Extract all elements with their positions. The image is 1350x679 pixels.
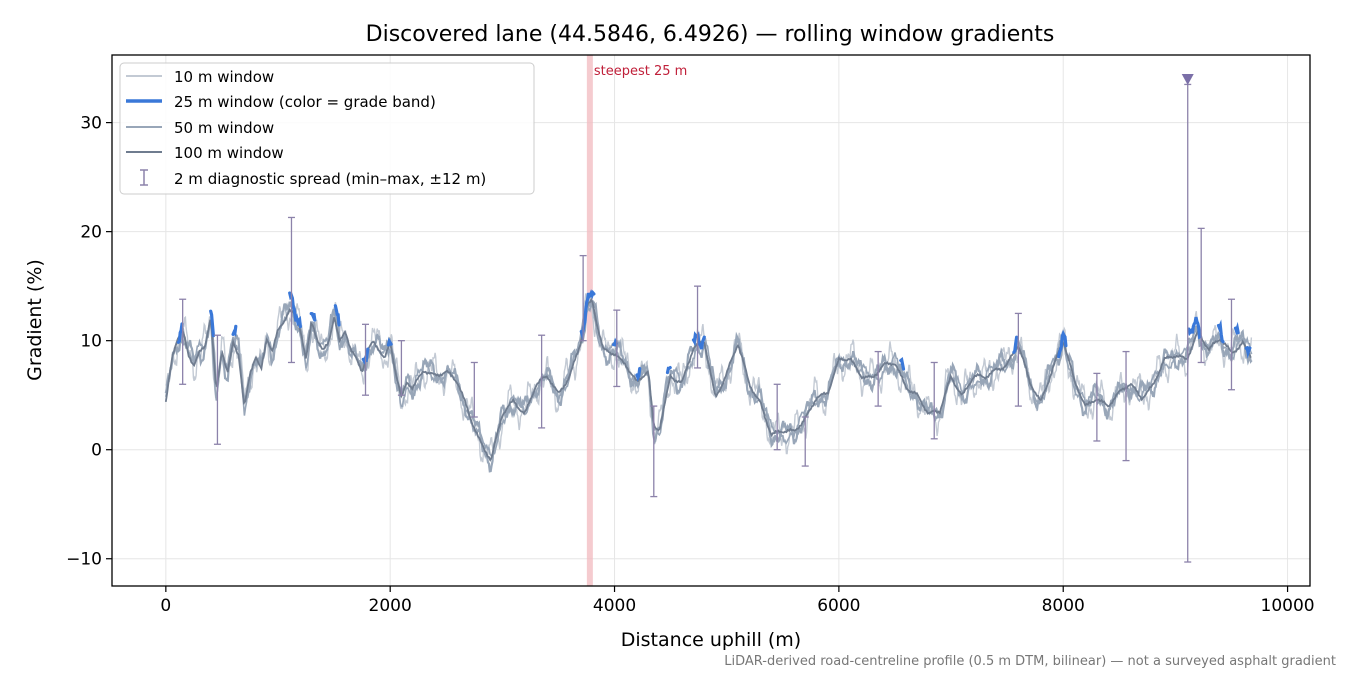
diagnostic-errorbar <box>801 416 809 467</box>
diagnostic-errorbar <box>470 361 478 418</box>
diagnostic-errorbar <box>287 216 295 364</box>
diagnostic-errorbar <box>1014 312 1022 407</box>
grade-band-highlight <box>231 324 238 337</box>
grade-band-highlight <box>691 331 706 350</box>
legend-label-diagnostic: 2 m diagnostic spread (min–max, ±12 m) <box>174 170 486 188</box>
diagnostic-errorbar <box>1093 372 1101 442</box>
legend-label-25m: 25 m window (color = grade band) <box>174 93 436 111</box>
series-line-100m <box>164 297 1252 463</box>
marker-triangle-down <box>1181 73 1194 85</box>
grade-band-highlight <box>1233 321 1240 336</box>
y-tick-label: 30 <box>80 114 102 134</box>
grade-band-highlight <box>309 312 317 322</box>
grade-band-highlight <box>1187 316 1203 340</box>
grade-band-highlight <box>1057 329 1068 359</box>
diagnostic-errorbar <box>773 383 781 451</box>
x-tick-label: 2000 <box>369 596 412 616</box>
footnote: LiDAR-derived road-centreline profile (0… <box>724 654 1336 669</box>
series-line-25m <box>164 299 1253 473</box>
legend-label-10m: 10 m window <box>174 68 274 86</box>
diagnostic-errorbar <box>1122 350 1130 462</box>
y-tick-label: 0 <box>91 441 102 461</box>
steepest-band <box>586 55 593 586</box>
legend-label-100m: 100 m window <box>174 144 284 162</box>
x-tick-label: 0 <box>160 596 171 616</box>
grade-band-highlight <box>665 366 672 375</box>
series-line-50m <box>165 300 1253 460</box>
grade-band-highlight <box>1244 345 1252 359</box>
grade-band-highlight <box>612 337 618 347</box>
legend-label-50m: 50 m window <box>174 119 274 137</box>
x-axis-label: Distance uphill (m) <box>621 629 801 651</box>
steepest-label: steepest 25 m <box>594 64 687 79</box>
grade-band-highlight <box>333 304 341 327</box>
legend-frame <box>119 62 535 195</box>
diagnostic-errorbar <box>613 309 621 388</box>
series-line-10m <box>165 293 1253 463</box>
legend-swatch-diagnostic <box>140 169 148 186</box>
diagnostic-errorbar <box>538 334 546 429</box>
diagnostic-errorbar <box>650 405 658 498</box>
grade-band-highlight <box>1012 335 1019 354</box>
legend: 10 m window 25 m window (color = grade b… <box>119 62 535 195</box>
y-tick-label: 20 <box>80 223 102 243</box>
series-group <box>164 83 1253 563</box>
y-tick-label: 10 <box>80 332 102 352</box>
diagnostic-errorbar <box>1197 227 1205 364</box>
grade-band-highlight <box>176 322 184 344</box>
diagnostic-errorbar <box>1184 83 1192 563</box>
plot-frame <box>111 54 1311 587</box>
x-tick-label: 6000 <box>817 596 860 616</box>
x-tick-label: 10000 <box>1261 596 1315 616</box>
ticks-layer: 0 2000 4000 6000 8000 10000 −10 0 10 20 30 <box>66 114 1315 616</box>
grade-band-highlight <box>386 337 393 347</box>
diagnostic-errorbar <box>397 340 405 396</box>
y-tick-label: −10 <box>66 550 102 570</box>
diagnostic-errorbar <box>362 323 370 396</box>
diagnostic-errorbar <box>213 334 221 445</box>
diagnostic-errorbar <box>874 350 882 407</box>
diagnostic-errorbar <box>579 254 587 342</box>
diagnostic-errorbar <box>694 285 702 369</box>
chart-title: Discovered lane (44.5846, 6.4926) — roll… <box>366 22 1055 47</box>
x-tick-label: 4000 <box>593 596 636 616</box>
grade-band-highlight <box>209 309 215 338</box>
y-axis-label: Gradient (%) <box>24 259 46 381</box>
grade-band-highlight <box>899 356 906 371</box>
diagnostic-errorbar <box>179 298 187 385</box>
grade-band-highlight <box>1216 319 1225 344</box>
x-tick-label: 8000 <box>1042 596 1085 616</box>
grade-band-highlight <box>635 367 642 382</box>
diagnostic-errorbar <box>1227 298 1235 391</box>
diagnostic-errorbar <box>930 361 938 440</box>
